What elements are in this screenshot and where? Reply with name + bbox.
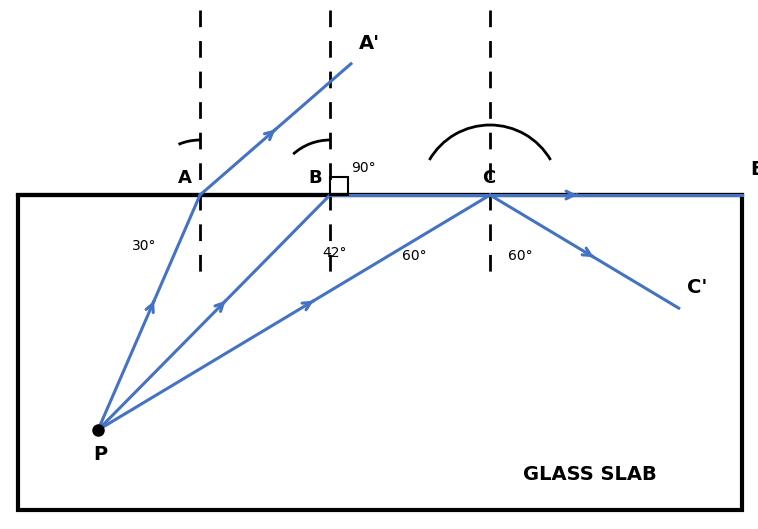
Bar	[330, 177, 348, 195]
Text: GLASS SLAB: GLASS SLAB	[523, 465, 657, 484]
Text: 60°: 60°	[508, 249, 533, 263]
Text: C': C'	[687, 278, 707, 297]
Text: A': A'	[359, 34, 380, 53]
Text: A: A	[178, 169, 192, 187]
Text: 90°: 90°	[351, 161, 376, 175]
Text: C: C	[482, 169, 495, 187]
Text: B': B'	[750, 160, 758, 179]
Text: 30°: 30°	[132, 239, 156, 253]
Text: B: B	[308, 169, 321, 187]
Text: 60°: 60°	[402, 249, 427, 263]
Bar	[18, 195, 742, 510]
Text: 42°: 42°	[322, 246, 346, 260]
Text: P: P	[93, 445, 107, 464]
